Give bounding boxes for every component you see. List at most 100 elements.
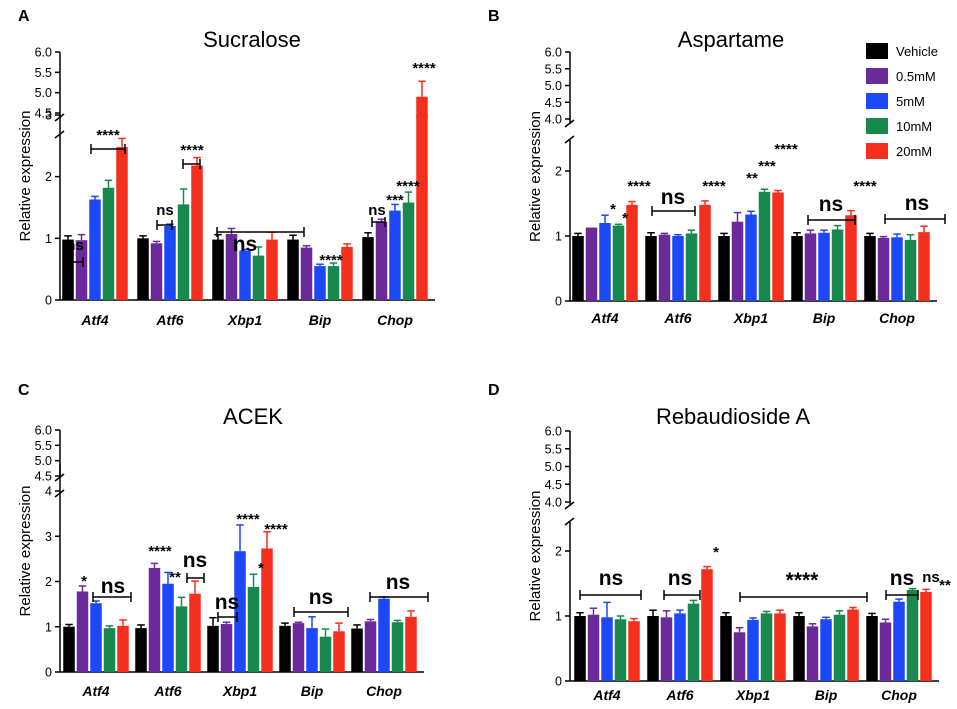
bar — [774, 613, 786, 681]
panel-d: D Rebaudioside A Relative expression 0 1 2 4.0… — [488, 382, 951, 703]
chart-title: ACEK — [223, 404, 283, 429]
bar — [117, 625, 129, 672]
bar — [845, 215, 857, 301]
chart-title: Sucralose — [203, 27, 301, 52]
y-tick-label: 6.0 — [35, 46, 52, 60]
bar — [391, 622, 404, 672]
y-tick-label: 4.5 — [545, 478, 562, 492]
axis-break-mark — [564, 517, 575, 526]
bar — [587, 614, 600, 681]
bar — [806, 626, 819, 681]
bar — [239, 250, 251, 300]
bar — [306, 628, 318, 672]
bar — [701, 569, 713, 681]
significance-label: * — [610, 201, 616, 218]
y-axis-label: Relative expression — [17, 486, 34, 617]
axis-break-mark — [54, 130, 65, 139]
significance-label: ** — [169, 569, 181, 586]
y-tick-label: 3 — [45, 109, 52, 123]
bar — [612, 225, 625, 301]
y-tick-label: 6.0 — [545, 425, 562, 439]
bar — [116, 147, 128, 300]
y-tick-label: 5.5 — [545, 442, 562, 456]
bar — [148, 567, 161, 672]
axis-break-mark — [54, 489, 65, 498]
bar — [660, 617, 673, 681]
significance-label: **** — [264, 521, 288, 538]
category-label: Xbp1 — [227, 312, 262, 328]
significance-label: **** — [96, 127, 120, 144]
bar — [135, 628, 147, 672]
y-tick-label: 5.0 — [35, 454, 52, 468]
significance-label: ns — [922, 569, 940, 586]
bar — [191, 165, 203, 300]
category-label: Bip — [301, 683, 324, 699]
y-tick-label: 0 — [45, 294, 52, 308]
significance-label: ns — [215, 591, 240, 614]
bar — [747, 619, 759, 681]
bar — [212, 239, 224, 300]
legend-swatch — [866, 143, 888, 159]
significance-label: ns — [661, 186, 686, 209]
bar — [893, 601, 905, 681]
bar — [416, 115, 428, 300]
y-tick-label: 5.5 — [35, 66, 52, 80]
bar — [102, 187, 115, 300]
bar — [405, 616, 417, 672]
bar — [628, 621, 640, 681]
bar — [614, 619, 627, 681]
bar — [572, 236, 584, 301]
significance-label: **** — [774, 141, 798, 158]
y-tick-label: 4.0 — [545, 113, 562, 127]
significance-label: **** — [786, 569, 820, 592]
y-tick-label: 5.5 — [545, 62, 562, 76]
bar — [378, 598, 390, 672]
y-tick-label: 0 — [45, 666, 52, 680]
y-tick-label: 2 — [555, 165, 562, 179]
category-label: Atf4 — [80, 312, 108, 328]
y-tick-label: 2 — [555, 545, 562, 559]
bar — [804, 233, 817, 301]
panel-letter: D — [488, 382, 500, 399]
category-label: Xbp1 — [735, 687, 770, 703]
bar — [189, 593, 201, 672]
panel-letter: A — [18, 8, 30, 25]
bar — [287, 239, 299, 300]
bar — [279, 625, 291, 672]
axis-break-mark — [564, 135, 575, 144]
bar — [375, 221, 388, 300]
y-tick-label: 2 — [45, 575, 52, 589]
bar — [333, 631, 345, 672]
bar — [300, 247, 313, 300]
bar — [234, 551, 246, 672]
bar — [137, 238, 149, 300]
bar — [733, 632, 746, 681]
axis-break-mark — [54, 113, 65, 122]
bar — [674, 613, 686, 681]
y-tick-label: 1 — [45, 620, 52, 634]
significance-label: **** — [148, 543, 172, 560]
bar — [362, 237, 374, 300]
category-label: Atf6 — [155, 312, 183, 328]
y-axis-label: Relative expression — [527, 491, 544, 622]
significance-label: **** — [627, 178, 651, 195]
bar — [574, 616, 586, 681]
axis-break-mark — [54, 473, 65, 482]
category-label: Xbp1 — [733, 310, 768, 326]
bar — [658, 234, 671, 301]
category-label: Atf6 — [665, 687, 693, 703]
significance-label: **** — [702, 178, 726, 195]
chart-title: Rebaudioside A — [656, 404, 810, 429]
legend-swatch — [866, 43, 888, 59]
bar — [831, 229, 844, 301]
panel-b: B Aspartame Relative expression 0 1 2 4.0 4.5 5.… — [488, 8, 946, 326]
bar — [103, 628, 116, 672]
significance-label: ns — [386, 571, 411, 594]
y-tick-label: 0 — [555, 295, 562, 309]
bar — [364, 621, 377, 672]
y-tick-label: 2 — [45, 170, 52, 184]
category-label: Atf6 — [153, 683, 181, 699]
bar — [402, 202, 415, 300]
bar — [647, 616, 659, 681]
